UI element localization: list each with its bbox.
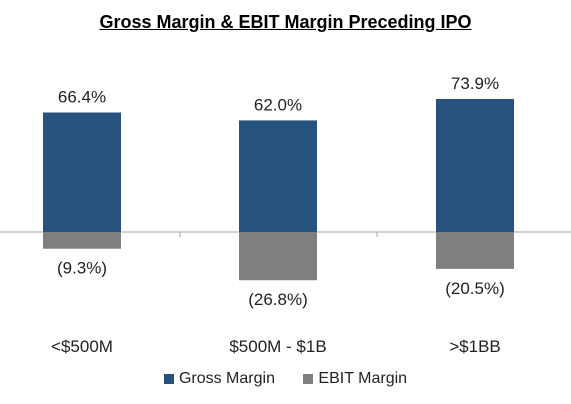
label-gross-margin-0: 66.4% [58,87,106,106]
chart-title: Gross Margin & EBIT Margin Preceding IPO [99,12,472,32]
bar-gross-margin-1 [239,120,317,232]
label-ebit-margin-1: (26.8%) [248,290,308,309]
bar-ebit-margin-2 [436,232,514,269]
label-gross-margin-1: 62.0% [254,95,302,114]
bar-gross-margin-2 [436,98,514,232]
category-label-0: <$500M [51,337,113,356]
label-gross-margin-2: 73.9% [451,74,499,93]
label-ebit-margin-0: (9.3%) [57,259,107,278]
legend-item-gross-margin: Gross Margin [163,370,275,388]
bar-ebit-margin-0 [43,232,121,249]
chart-legend: Gross Margin EBIT Margin [0,370,571,389]
label-ebit-margin-2: (20.5%) [445,279,505,298]
bar-ebit-margin-1 [239,232,317,281]
category-label-2: >$1BB [449,337,501,356]
bar-chart: 66.4% (9.3%) <$500M 62.0% (26.8%) $500M - $1B… [0,74,571,356]
legend-item-ebit-margin: EBIT Margin [303,370,407,388]
bar-gross-margin-0 [43,112,121,232]
legend-swatch-gross-margin [163,374,174,384]
legend-label-ebit-margin: EBIT Margin [318,370,408,387]
category-label-1: $500M - $1B [229,337,326,356]
legend-swatch-ebit-margin [303,374,314,384]
legend-label-gross-margin: Gross Margin [178,370,275,387]
